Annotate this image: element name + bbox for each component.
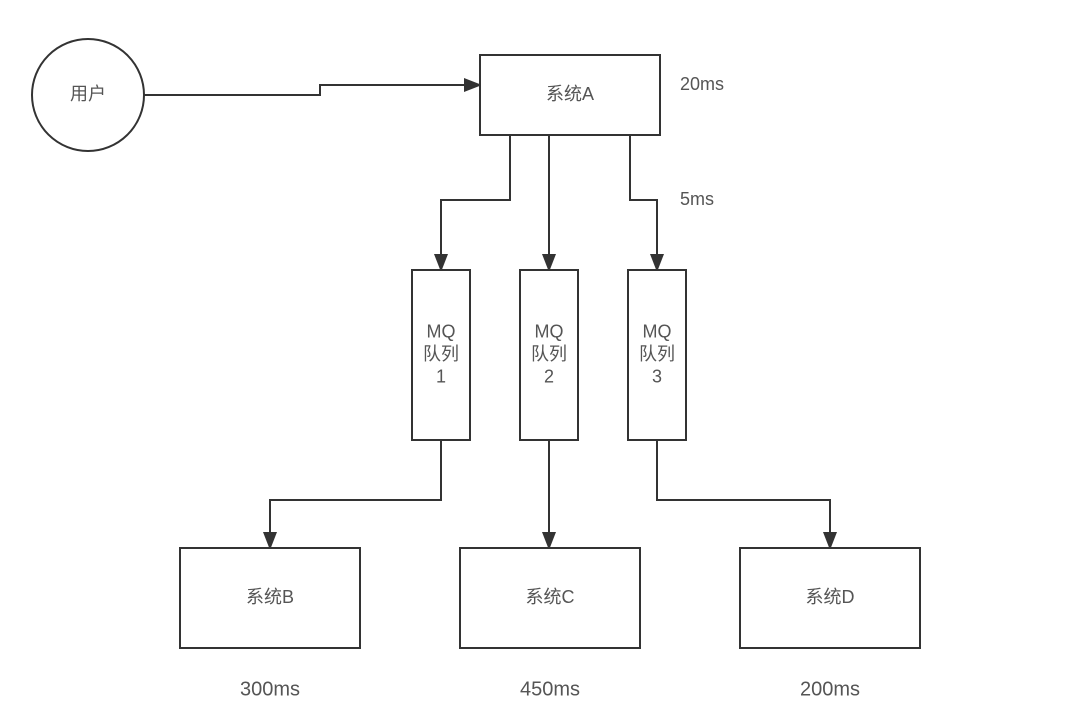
nodes-group: 用户系统AMQ队列1MQ队列2MQ队列3系统B系统C系统D <box>32 39 920 648</box>
node-mq3-label-line-0: MQ <box>643 321 672 341</box>
node-user: 用户 <box>32 39 144 151</box>
node-sysB: 系统B <box>180 548 360 648</box>
node-user-label: 用户 <box>70 84 106 104</box>
edge-user-to-sysA <box>144 85 480 95</box>
node-mq2-label-line-1: 队列 <box>531 344 567 364</box>
node-mq1-label-line-1: 队列 <box>423 344 459 364</box>
edge-sysA-to-mq3 <box>630 135 657 270</box>
node-mq3: MQ 队列3 <box>628 270 686 440</box>
node-sysD: 系统D <box>740 548 920 648</box>
node-sysA: 系统A <box>480 55 660 135</box>
node-mq2-label-line-2: 2 <box>544 366 554 386</box>
node-sysB-label: 系统B <box>246 587 294 607</box>
node-mq1-label-line-0: MQ <box>427 321 456 341</box>
edge-sysA-to-mq1 <box>441 135 510 270</box>
node-sysA-label: 系统A <box>546 84 594 104</box>
node-mq3-label-line-1: 队列 <box>639 344 675 364</box>
edge-mq3-to-sysD <box>657 440 830 548</box>
node-mq2: MQ 队列2 <box>520 270 578 440</box>
time-label-sysB-time: 300ms <box>240 678 300 700</box>
node-sysC-label: 系统C <box>526 587 575 607</box>
time-label-sysD-time: 200ms <box>800 678 860 700</box>
node-mq1: MQ 队列1 <box>412 270 470 440</box>
time-label-sysC-time: 450ms <box>520 678 580 700</box>
annotation-mq-time: 5ms <box>680 189 714 209</box>
node-sysC: 系统C <box>460 548 640 648</box>
node-mq1-label-line-2: 1 <box>436 366 446 386</box>
edges-group <box>144 85 830 548</box>
annotation-sysA-time: 20ms <box>680 74 724 94</box>
node-sysD-label: 系统D <box>806 587 855 607</box>
node-mq2-label-line-0: MQ <box>535 321 564 341</box>
node-mq3-label-line-2: 3 <box>652 366 662 386</box>
edge-mq1-to-sysB <box>270 440 441 548</box>
